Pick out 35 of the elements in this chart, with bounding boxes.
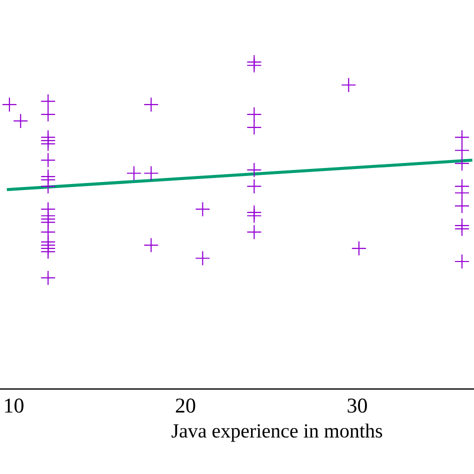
point [246,58,262,73]
point [246,120,262,136]
point [126,166,142,181]
point [246,208,262,224]
x-tick-label: 10 [5,398,24,413]
point [195,250,210,266]
point [351,240,366,256]
x-tick-label: 30 [348,398,367,413]
point [454,130,470,145]
point [2,97,17,112]
point [144,238,159,253]
point [40,94,56,109]
point [40,152,56,168]
point [246,224,262,240]
point [40,136,56,152]
point [454,142,470,158]
point [454,198,470,214]
point [13,113,28,128]
point [40,178,56,194]
point [454,156,470,171]
point [454,185,470,200]
point [144,97,159,112]
point [246,106,262,122]
point [144,166,159,181]
point [454,221,470,236]
point [341,77,356,93]
point [40,106,56,122]
point [40,270,56,286]
point [246,162,262,178]
point [195,202,210,217]
point [40,244,56,260]
x-axis-title: Java experience in months [172,424,382,442]
point [454,254,470,270]
x-tick-label: 20 [176,398,196,413]
point [246,178,262,194]
